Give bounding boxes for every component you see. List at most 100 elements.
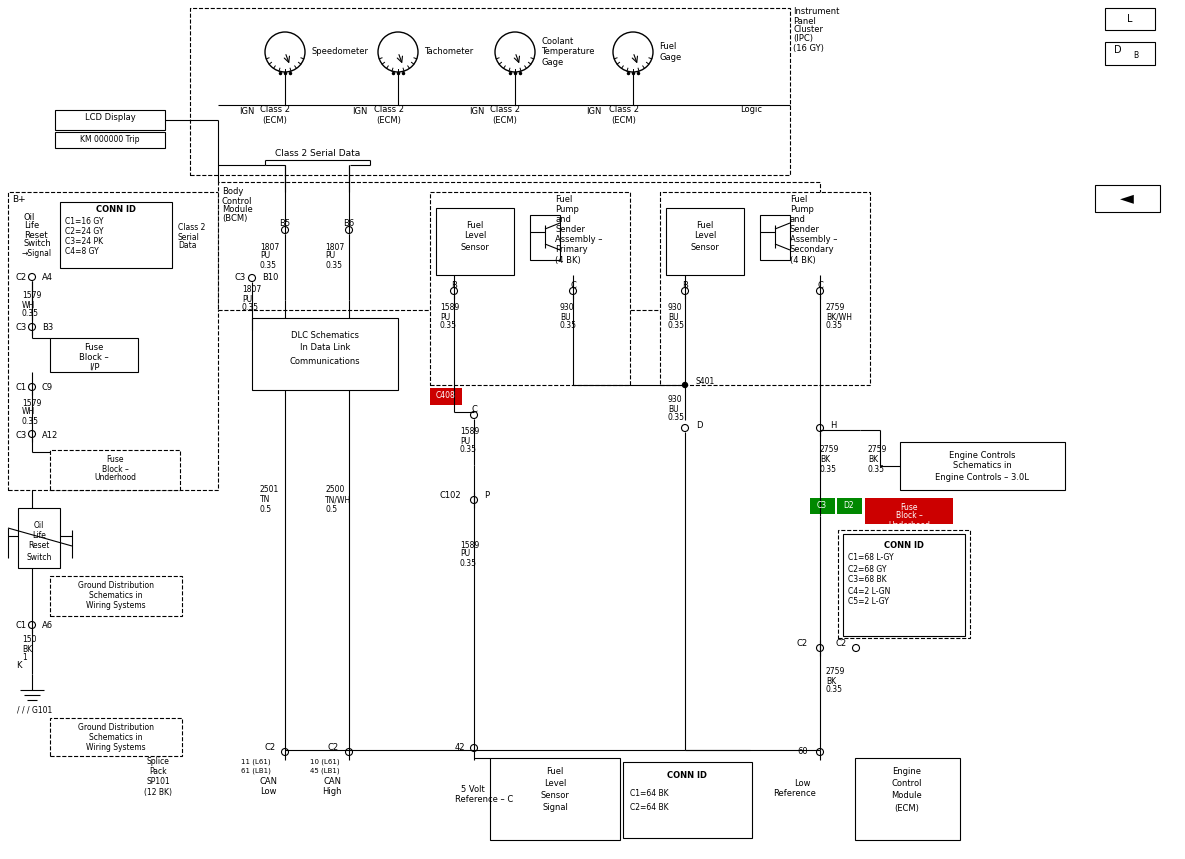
Text: Oil: Oil xyxy=(34,521,44,529)
Text: Panel: Panel xyxy=(793,16,816,26)
Text: LCD Display: LCD Display xyxy=(84,113,135,123)
Text: C1=64 BK: C1=64 BK xyxy=(630,789,668,797)
Text: C4=2 L-GN: C4=2 L-GN xyxy=(848,587,890,595)
Bar xyxy=(50,450,180,490)
Text: BU: BU xyxy=(668,313,679,321)
Text: DLC Schematics: DLC Schematics xyxy=(292,331,359,339)
Text: 150: 150 xyxy=(23,636,37,644)
Text: Life: Life xyxy=(24,222,39,230)
Text: Reference: Reference xyxy=(774,789,816,799)
Text: PU: PU xyxy=(460,436,470,446)
Text: Fuse: Fuse xyxy=(84,343,104,351)
Text: C2: C2 xyxy=(835,638,846,648)
Text: Fuel: Fuel xyxy=(790,196,807,204)
Text: C2: C2 xyxy=(264,744,276,752)
Bar xyxy=(838,530,971,638)
Text: 1579: 1579 xyxy=(23,399,41,407)
Text: CAN: CAN xyxy=(260,777,277,787)
Text: Level: Level xyxy=(544,779,566,789)
Text: C3: C3 xyxy=(235,273,246,283)
Text: BU: BU xyxy=(668,405,679,413)
Text: WH: WH xyxy=(23,301,36,309)
Text: IGN: IGN xyxy=(587,107,602,117)
Text: Sensor: Sensor xyxy=(461,242,489,252)
Text: 60: 60 xyxy=(798,747,808,757)
Text: Serial: Serial xyxy=(178,233,200,241)
Text: A12: A12 xyxy=(41,430,58,440)
Text: Ground Distribution: Ground Distribution xyxy=(78,582,154,590)
Text: (BCM): (BCM) xyxy=(222,215,248,223)
Text: Signal: Signal xyxy=(542,803,568,813)
Text: BK: BK xyxy=(820,455,831,465)
Text: H: H xyxy=(830,421,837,430)
Text: Oil: Oil xyxy=(24,212,36,222)
Text: K: K xyxy=(17,661,21,671)
Text: 0.35: 0.35 xyxy=(820,466,837,474)
Bar xyxy=(430,388,462,405)
Bar xyxy=(837,498,861,514)
Bar xyxy=(899,442,1065,490)
Text: 2501: 2501 xyxy=(260,485,280,495)
Text: B: B xyxy=(1133,51,1139,59)
Text: (IPC): (IPC) xyxy=(793,34,813,44)
Text: CONN ID: CONN ID xyxy=(884,540,924,550)
Text: KM 000000 Trip: KM 000000 Trip xyxy=(81,136,140,144)
Text: Speedometer: Speedometer xyxy=(310,47,369,57)
Text: High: High xyxy=(322,788,341,796)
Text: Sensor: Sensor xyxy=(540,791,570,801)
Text: Sender: Sender xyxy=(555,226,585,235)
Bar xyxy=(530,215,561,260)
Text: 930: 930 xyxy=(561,303,575,313)
Text: Body: Body xyxy=(222,187,243,197)
Text: Primary: Primary xyxy=(555,246,588,254)
Text: Class 2: Class 2 xyxy=(178,223,205,233)
Text: / / / G101: / / / G101 xyxy=(18,705,52,715)
Text: Low: Low xyxy=(260,788,276,796)
Text: C1=16 GY: C1=16 GY xyxy=(65,216,103,226)
Text: 5 Volt: 5 Volt xyxy=(461,785,485,795)
Text: Assembly –: Assembly – xyxy=(790,235,838,245)
Text: →Signal: →Signal xyxy=(23,249,52,259)
Bar xyxy=(491,758,620,840)
Text: Fuel: Fuel xyxy=(546,767,564,777)
Text: Class 2
(ECM): Class 2 (ECM) xyxy=(374,106,404,125)
Bar xyxy=(436,208,514,275)
Text: Class 2
(ECM): Class 2 (ECM) xyxy=(491,106,520,125)
Text: Block –: Block – xyxy=(896,511,922,521)
Text: C3=68 BK: C3=68 BK xyxy=(848,576,886,584)
Text: D: D xyxy=(696,421,703,430)
Text: 2759: 2759 xyxy=(820,446,839,454)
Text: and: and xyxy=(790,216,806,224)
Text: 1589: 1589 xyxy=(460,428,479,436)
Text: Module: Module xyxy=(222,205,252,215)
Text: C2: C2 xyxy=(796,638,808,648)
Text: 2500: 2500 xyxy=(325,485,345,495)
Text: Communications: Communications xyxy=(289,356,360,365)
Text: (12 BK): (12 BK) xyxy=(145,788,172,796)
Text: 0.35: 0.35 xyxy=(561,321,577,331)
Text: 1589: 1589 xyxy=(460,540,479,550)
Bar xyxy=(50,338,137,372)
Text: CONN ID: CONN ID xyxy=(96,205,136,215)
Text: Engine Controls: Engine Controls xyxy=(949,450,1016,460)
Text: 0.5: 0.5 xyxy=(260,505,273,515)
Text: C408: C408 xyxy=(436,392,456,400)
Text: Fuel
Gage: Fuel Gage xyxy=(659,42,681,62)
Text: Reset: Reset xyxy=(28,540,50,550)
Text: C9: C9 xyxy=(41,383,53,393)
Text: Sensor: Sensor xyxy=(691,242,719,252)
Text: I/P: I/P xyxy=(89,362,100,371)
Text: B5: B5 xyxy=(280,220,290,228)
Text: Schematics in: Schematics in xyxy=(89,592,142,600)
Text: Wiring Systems: Wiring Systems xyxy=(87,744,146,752)
Text: PU: PU xyxy=(460,550,470,558)
Text: and: and xyxy=(555,216,571,224)
Text: BK/WH: BK/WH xyxy=(826,313,852,321)
Text: 1579: 1579 xyxy=(23,291,41,301)
Text: Ground Distribution: Ground Distribution xyxy=(78,723,154,733)
Bar xyxy=(1095,185,1160,212)
Text: 0.35: 0.35 xyxy=(242,303,260,313)
Text: B10: B10 xyxy=(262,273,278,283)
Text: 0.35: 0.35 xyxy=(440,321,457,331)
Text: BK: BK xyxy=(867,455,878,465)
